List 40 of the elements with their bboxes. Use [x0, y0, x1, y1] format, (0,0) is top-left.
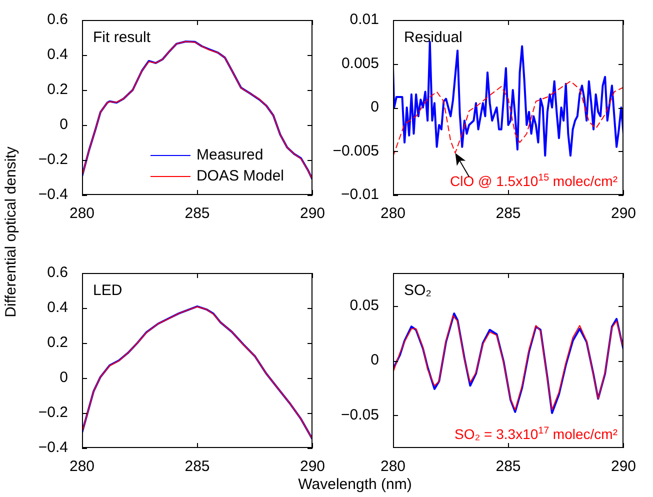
x-tick-label: 290 — [300, 458, 325, 476]
y-tick-label: −0.2 — [38, 151, 68, 168]
y-tick-label: 0.005 — [341, 54, 379, 72]
y-tick-label: 0.2 — [47, 81, 68, 98]
y-tick-label: 0.4 — [47, 46, 68, 64]
text: SO₂ — [404, 282, 432, 299]
y-tick-label: 0.01 — [350, 11, 379, 28]
x-tick-label: 285 — [496, 205, 521, 222]
legend-label: DOAS Model — [196, 168, 284, 185]
x-tick-label: 280 — [69, 458, 95, 476]
legend-label: Measured — [196, 146, 264, 164]
y-tick-label: 0 — [370, 98, 379, 116]
y-tick-label: 0.05 — [350, 296, 379, 314]
x-tick-label: 290 — [610, 205, 636, 222]
x-tick-label: 280 — [380, 205, 406, 222]
text: Fit result — [93, 29, 152, 46]
x-tick-label: 280 — [69, 205, 95, 222]
y-tick-label: −0.005 — [332, 142, 379, 160]
x-tick-label: 290 — [610, 458, 636, 476]
x-tick-label: 285 — [496, 458, 521, 476]
y-tick-label: 0 — [60, 116, 68, 134]
y-tick-label: −0.4 — [38, 439, 68, 456]
x-tick-label: 290 — [300, 205, 325, 222]
x-axis-title: Wavelength (nm) — [298, 476, 412, 493]
y-tick-label: −0.2 — [38, 404, 68, 422]
y-tick-label: 0 — [370, 352, 379, 369]
x-tick-label: 280 — [380, 458, 406, 476]
y-tick-label: 0.4 — [47, 299, 68, 316]
y-tick-label: 0.6 — [47, 11, 68, 28]
y-tick-label: 0.2 — [47, 334, 68, 352]
y-tick-label: −0.01 — [341, 186, 379, 204]
y-tick-label: −0.4 — [38, 186, 68, 204]
x-tick-label: 285 — [184, 205, 210, 222]
text: LED — [93, 282, 122, 299]
y-tick-label: 0.6 — [47, 264, 68, 282]
text: Residual — [404, 29, 462, 46]
x-tick-label: 285 — [184, 458, 210, 476]
y-tick-label: 0 — [60, 369, 68, 386]
y-axis-title: Differential optical density — [2, 146, 20, 318]
y-tick-label: −0.05 — [341, 406, 379, 424]
